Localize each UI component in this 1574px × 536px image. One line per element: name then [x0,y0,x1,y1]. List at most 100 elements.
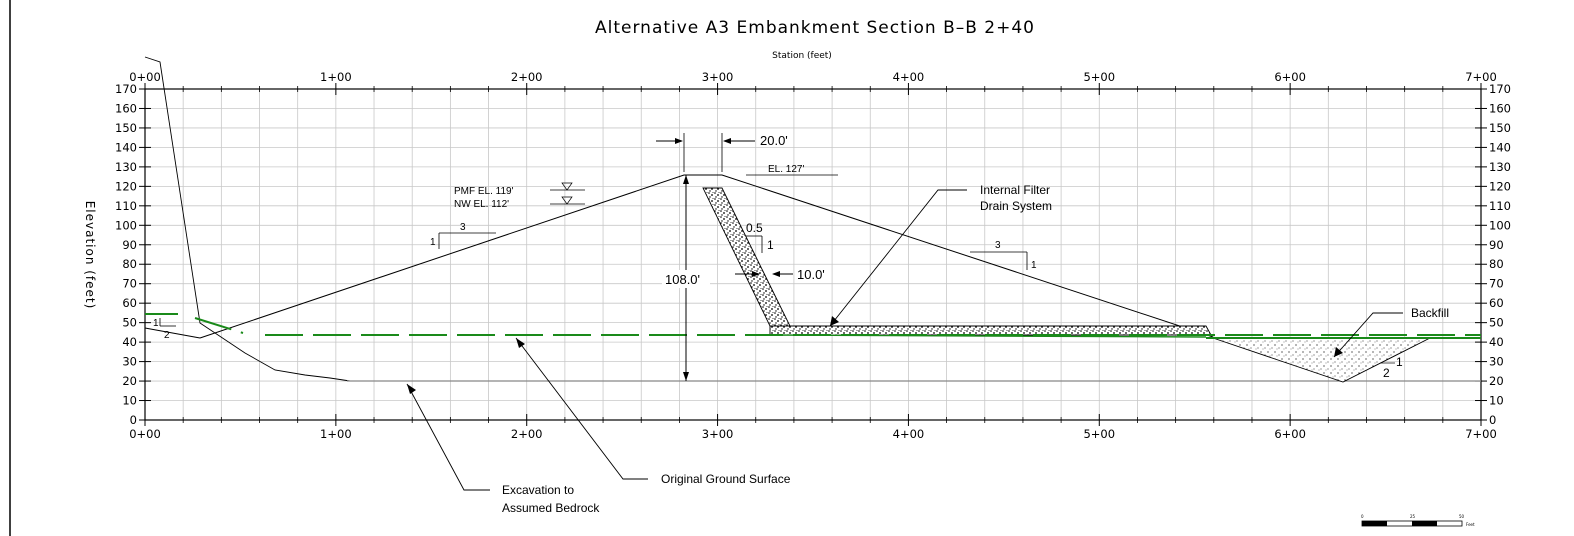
internal-filter-label-1: Internal Filter [980,183,1050,197]
height-label: 108.0' [665,272,700,287]
upstream-slope-h-label: 3 [460,222,466,233]
pmf-elevation-label: PMF EL. 119' [454,186,514,197]
scale-label-0: 0 [1361,514,1364,519]
original-ground-leader [515,337,648,480]
scale-label-25: 25 [1410,514,1416,519]
y-tick-label-left: 160 [115,101,137,115]
y-tick-label-left: 10 [122,394,137,408]
internal-filter-leader [829,189,967,327]
x-tick-label-top: 2+00 [511,70,543,84]
x-tick-label-top: 7+00 [1465,70,1497,84]
filter-slope-v-label: 1 [767,238,774,252]
y-tick-label-left: 100 [115,218,137,232]
axis-ticks [139,83,1487,426]
backfill-leader [1333,312,1403,358]
y-tick-label-right: 130 [1489,160,1511,174]
height-label-bg [662,270,710,288]
y-tick-label-right: 70 [1489,277,1504,291]
excavation-label-1: Excavation to [502,483,574,497]
backfill-arrowhead [1334,347,1343,357]
y-tick-label-left: 30 [122,355,137,369]
left-abutment-slope [144,327,201,339]
crest-elevation-label: EL. 127' [768,164,804,175]
nw-elevation-label: NW EL. 112' [454,199,509,210]
blanket-drain [769,325,1212,336]
excavation-leader [406,383,490,491]
x-tick-label-bottom: 1+00 [320,427,352,441]
scale-unit: Feet [1466,522,1475,527]
y-tick-label-right: 120 [1489,179,1511,193]
y-tick-label-left: 90 [122,238,137,252]
x-tick-label-top: 3+00 [702,70,734,84]
x-tick-label-bottom: 2+00 [511,427,543,441]
x-tick-label-bottom: 5+00 [1083,427,1115,441]
x-tick-label-bottom: 0+00 [129,427,161,441]
axis-tick-labels: 0+00 0+00 1+00 1+00 2+00 2+00 3+00 3+00 4+00 4+00… [115,70,1511,441]
x-tick-label-top: 0+00 [129,70,161,84]
internal-filter-arrowhead [830,316,839,326]
pmf-water-symbol [561,182,573,191]
y-tick-label-left: 120 [115,179,137,193]
x-tick-label-bottom: 3+00 [702,427,734,441]
y-tick-label-right: 140 [1489,140,1511,154]
filter-arrowhead-left [752,271,760,277]
x-tick-label-top: 1+00 [320,70,352,84]
embankment-outline [199,174,1214,339]
y-tick-label-left: 20 [122,374,137,388]
x-tick-label-top: 5+00 [1083,70,1115,84]
downstream-slope-h-label: 3 [995,240,1001,251]
y-tick-label-right: 30 [1489,355,1504,369]
y-tick-label-right: 0 [1489,413,1496,427]
y-tick-label-right: 40 [1489,335,1504,349]
grid [145,89,1481,420]
upstream-slope-v-label: 1 [430,237,436,248]
y-tick-label-right: 90 [1489,238,1504,252]
y-tick-label-right: 150 [1489,121,1511,135]
y-tick-label-left: 50 [122,316,137,330]
y-tick-label-right: 80 [1489,257,1504,271]
trench-slope-v-label: 1 [1396,355,1403,369]
y-tick-label-left: 80 [122,257,137,271]
x-tick-label-bottom: 6+00 [1274,427,1306,441]
y-tick-label-left: 170 [115,82,137,96]
chimney-filter [702,187,791,327]
ground-surface-base [769,334,1207,338]
left-slope-h-label: 2 [164,330,170,341]
filter-width-label: 10.0' [797,267,825,282]
downstream-slope-v-label: 1 [1031,260,1037,271]
excavation-arrowhead [407,384,416,394]
y-tick-label-right: 10 [1489,394,1504,408]
excavation-label-2: Assumed Bedrock [502,501,600,515]
y-tick-label-left: 150 [115,121,137,135]
y-tick-label-left: 130 [115,160,137,174]
y-tick-label-left: 40 [122,335,137,349]
height-arrowhead-bottom [683,372,689,381]
y-tick-label-right: 110 [1489,199,1511,213]
height-arrowhead-top [683,175,689,184]
nw-water-symbol [561,196,573,205]
crest-width-label: 20.0' [760,133,788,148]
left-slope-v-label: 1 [153,318,159,329]
original-ground-label: Original Ground Surface [661,472,791,486]
y-tick-label-right: 100 [1489,218,1511,232]
excavation-bedrock-line [144,56,1481,382]
x-tick-label-bottom: 7+00 [1465,427,1497,441]
original-ground-arrowhead [516,338,525,348]
y-tick-label-left: 110 [115,199,137,213]
x-tick-label-top: 6+00 [1274,70,1306,84]
plot-frame [144,88,1482,421]
crest-arrowhead-left [675,138,683,144]
x-tick-label-bottom: 4+00 [893,427,925,441]
internal-filter-label-2: Drain System [980,199,1052,213]
scale-label-50: 50 [1459,514,1465,519]
y-tick-label-right: 20 [1489,374,1504,388]
y-axis-label: Elevation (feet) [83,201,97,310]
scale-bar: 0 25 50 Feet [1361,514,1475,527]
y-tick-label-right: 170 [1489,82,1511,96]
backfill-label: Backfill [1411,306,1449,320]
x-tick-label-top: 4+00 [893,70,925,84]
drawing-title: Alternative A3 Embankment Section B–B 2+… [595,18,1035,38]
y-tick-label-left: 70 [122,277,137,291]
crest-arrowhead-right [723,138,731,144]
